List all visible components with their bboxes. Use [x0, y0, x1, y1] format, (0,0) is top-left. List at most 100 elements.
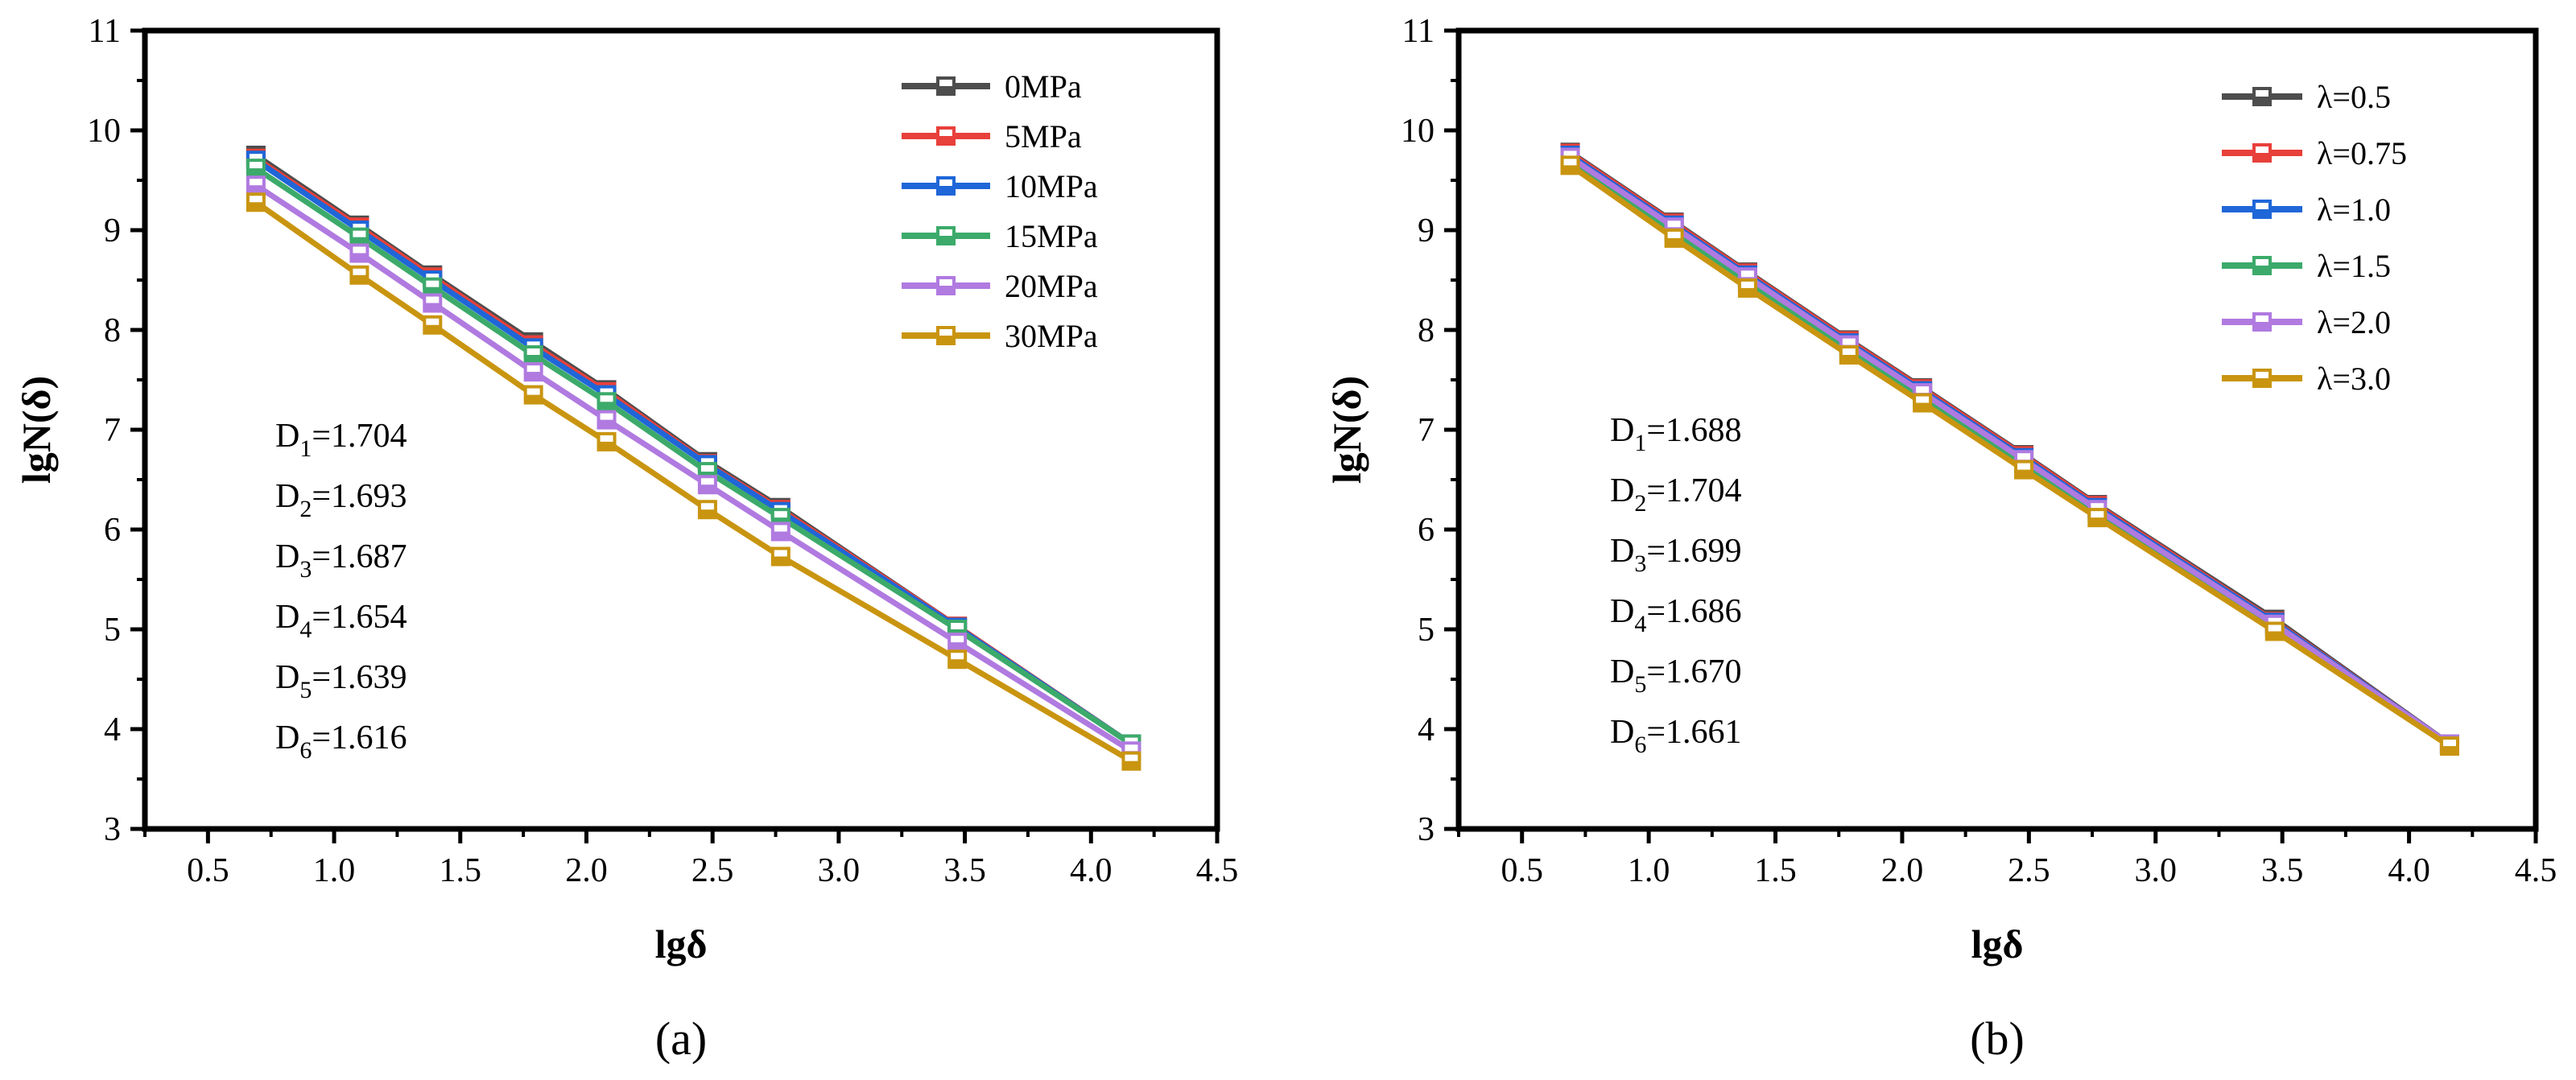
annotation-symbol: D — [1610, 593, 1634, 630]
annotation-value: =1.693 — [312, 478, 407, 515]
y-tick-label: 6 — [1418, 512, 1435, 549]
fractal-dimension-annotation: D4=1.686 — [1610, 593, 1742, 637]
x-tick-label: 2.5 — [691, 852, 734, 889]
y-tick-label: 7 — [104, 412, 121, 449]
x-tick-label: 1.5 — [1754, 852, 1797, 889]
x-tick-label: 4.0 — [1070, 852, 1113, 889]
x-tick-label: 1.5 — [440, 852, 482, 889]
data-point-fill — [525, 394, 542, 403]
annotation-value: =1.654 — [312, 599, 407, 636]
panel-label: (a) — [655, 1012, 707, 1065]
legend-label: λ=1.5 — [2317, 248, 2391, 284]
data-point-fill — [598, 419, 615, 428]
x-axis-label: lgδ — [655, 921, 708, 967]
data-point-fill — [1562, 165, 1579, 174]
fractal-dimension-annotation: D2=1.693 — [275, 478, 407, 522]
annotation-value: =1.670 — [1646, 653, 1741, 690]
fractal-dimension-annotation: D6=1.616 — [275, 719, 407, 764]
legend-marker-fill — [938, 236, 954, 244]
legend-label: 30MPa — [1005, 318, 1098, 354]
data-point-fill — [351, 253, 368, 262]
legend-label: λ=0.75 — [2317, 135, 2407, 171]
legend-marker-fill — [938, 186, 954, 194]
data-point-fill — [247, 185, 264, 194]
legend-marker-fill — [2254, 153, 2270, 161]
data-point-fill — [525, 355, 542, 363]
y-tick-label: 5 — [104, 612, 121, 649]
legend-marker-fill — [938, 286, 954, 294]
fractal-dimension-annotation: D2=1.704 — [1610, 472, 1742, 517]
annotation-symbol: D — [275, 538, 299, 575]
legend-label: 15MPa — [1005, 218, 1098, 254]
annotation-value: =1.704 — [1646, 472, 1741, 509]
data-point-fill — [351, 237, 368, 245]
annotation-subscript: 3 — [299, 556, 312, 583]
x-tick-label: 2.0 — [565, 852, 608, 889]
annotation-subscript: 6 — [1634, 732, 1646, 758]
annotation-subscript: 2 — [1634, 490, 1646, 517]
y-tick-label: 10 — [1401, 113, 1435, 150]
annotation-symbol: D — [275, 418, 299, 455]
annotation-value: =1.686 — [1646, 593, 1741, 630]
data-point-fill — [247, 202, 264, 211]
annotation-subscript: 6 — [299, 737, 312, 764]
x-tick-label: 4.5 — [2515, 852, 2557, 889]
data-point-fill — [949, 659, 966, 668]
annotation-subscript: 5 — [1634, 671, 1646, 698]
y-tick-label: 5 — [1418, 612, 1435, 649]
data-point-fill — [1914, 402, 1931, 411]
annotation-value: =1.688 — [1646, 412, 1741, 449]
chart-panel-a: 0.5 1.0 1.5 2.0 2.5 3.0 3.5 4.0 4.5 3 4 5 6 7 8 9 10 11 lg… — [14, 13, 1238, 1065]
data-point-fill — [949, 642, 966, 651]
y-tick-label: 4 — [104, 711, 121, 748]
y-tick-label: 7 — [1418, 412, 1435, 449]
legend-label: 10MPa — [1005, 168, 1098, 204]
x-axis-label: lgδ — [1971, 921, 2024, 967]
annotation-subscript: 1 — [1634, 430, 1646, 456]
legend-marker-fill — [2254, 97, 2270, 105]
annotation-value: =1.687 — [312, 538, 407, 575]
y-tick-label: 8 — [104, 312, 121, 349]
legend-marker-fill — [938, 136, 954, 144]
x-tick-label: 2.5 — [2008, 852, 2050, 889]
annotation-symbol: D — [1610, 653, 1634, 690]
annotation-subscript: 5 — [299, 677, 312, 703]
y-tick-label: 10 — [87, 113, 121, 150]
data-point-fill — [699, 484, 716, 493]
y-tick-label: 6 — [104, 512, 121, 549]
legend-label: λ=1.0 — [2317, 192, 2391, 228]
chart-panel-b: 0.5 1.0 1.5 2.0 2.5 3.0 3.5 4.0 4.5 3 4 5 6 7 8 9 10 11 lg… — [1324, 13, 2557, 1065]
data-point-fill — [247, 168, 264, 177]
y-tick-label: 9 — [104, 212, 121, 249]
annotation-value: =1.704 — [312, 418, 407, 455]
legend-marker-fill — [938, 336, 954, 344]
annotation-subscript: 4 — [299, 616, 312, 643]
legend-marker-fill — [2254, 209, 2270, 217]
x-tick-label: 1.0 — [1628, 852, 1670, 889]
data-point-fill — [424, 303, 441, 311]
fractal-dimension-annotation: D3=1.687 — [275, 538, 407, 583]
legend-marker-fill — [2254, 378, 2270, 386]
data-point-fill — [351, 274, 368, 283]
annotation-value: =1.616 — [312, 719, 407, 756]
data-point-fill — [1123, 761, 1140, 769]
y-axis-label: lgN(δ) — [1324, 376, 1369, 484]
fractal-dimension-annotation: D6=1.661 — [1610, 714, 1742, 758]
x-tick-label: 0.5 — [1501, 852, 1543, 889]
data-point-fill — [525, 372, 542, 381]
annotation-symbol: D — [275, 478, 299, 515]
annotation-value: =1.699 — [1646, 533, 1741, 570]
annotation-value: =1.661 — [1646, 714, 1741, 751]
x-tick-label: 3.5 — [943, 852, 986, 889]
annotation-symbol: D — [275, 659, 299, 696]
y-axis-label: lgN(δ) — [14, 376, 59, 484]
data-point-fill — [1840, 355, 1857, 363]
legend-marker-fill — [938, 86, 954, 94]
y-tick-label: 3 — [104, 811, 121, 848]
annotation-symbol: D — [1610, 533, 1634, 570]
data-point-fill — [1739, 287, 1756, 296]
y-tick-label: 8 — [1418, 312, 1435, 349]
legend-label: λ=0.5 — [2317, 79, 2391, 115]
fractal-dimension-annotation: D5=1.670 — [1610, 653, 1742, 698]
annotation-symbol: D — [1610, 714, 1634, 751]
